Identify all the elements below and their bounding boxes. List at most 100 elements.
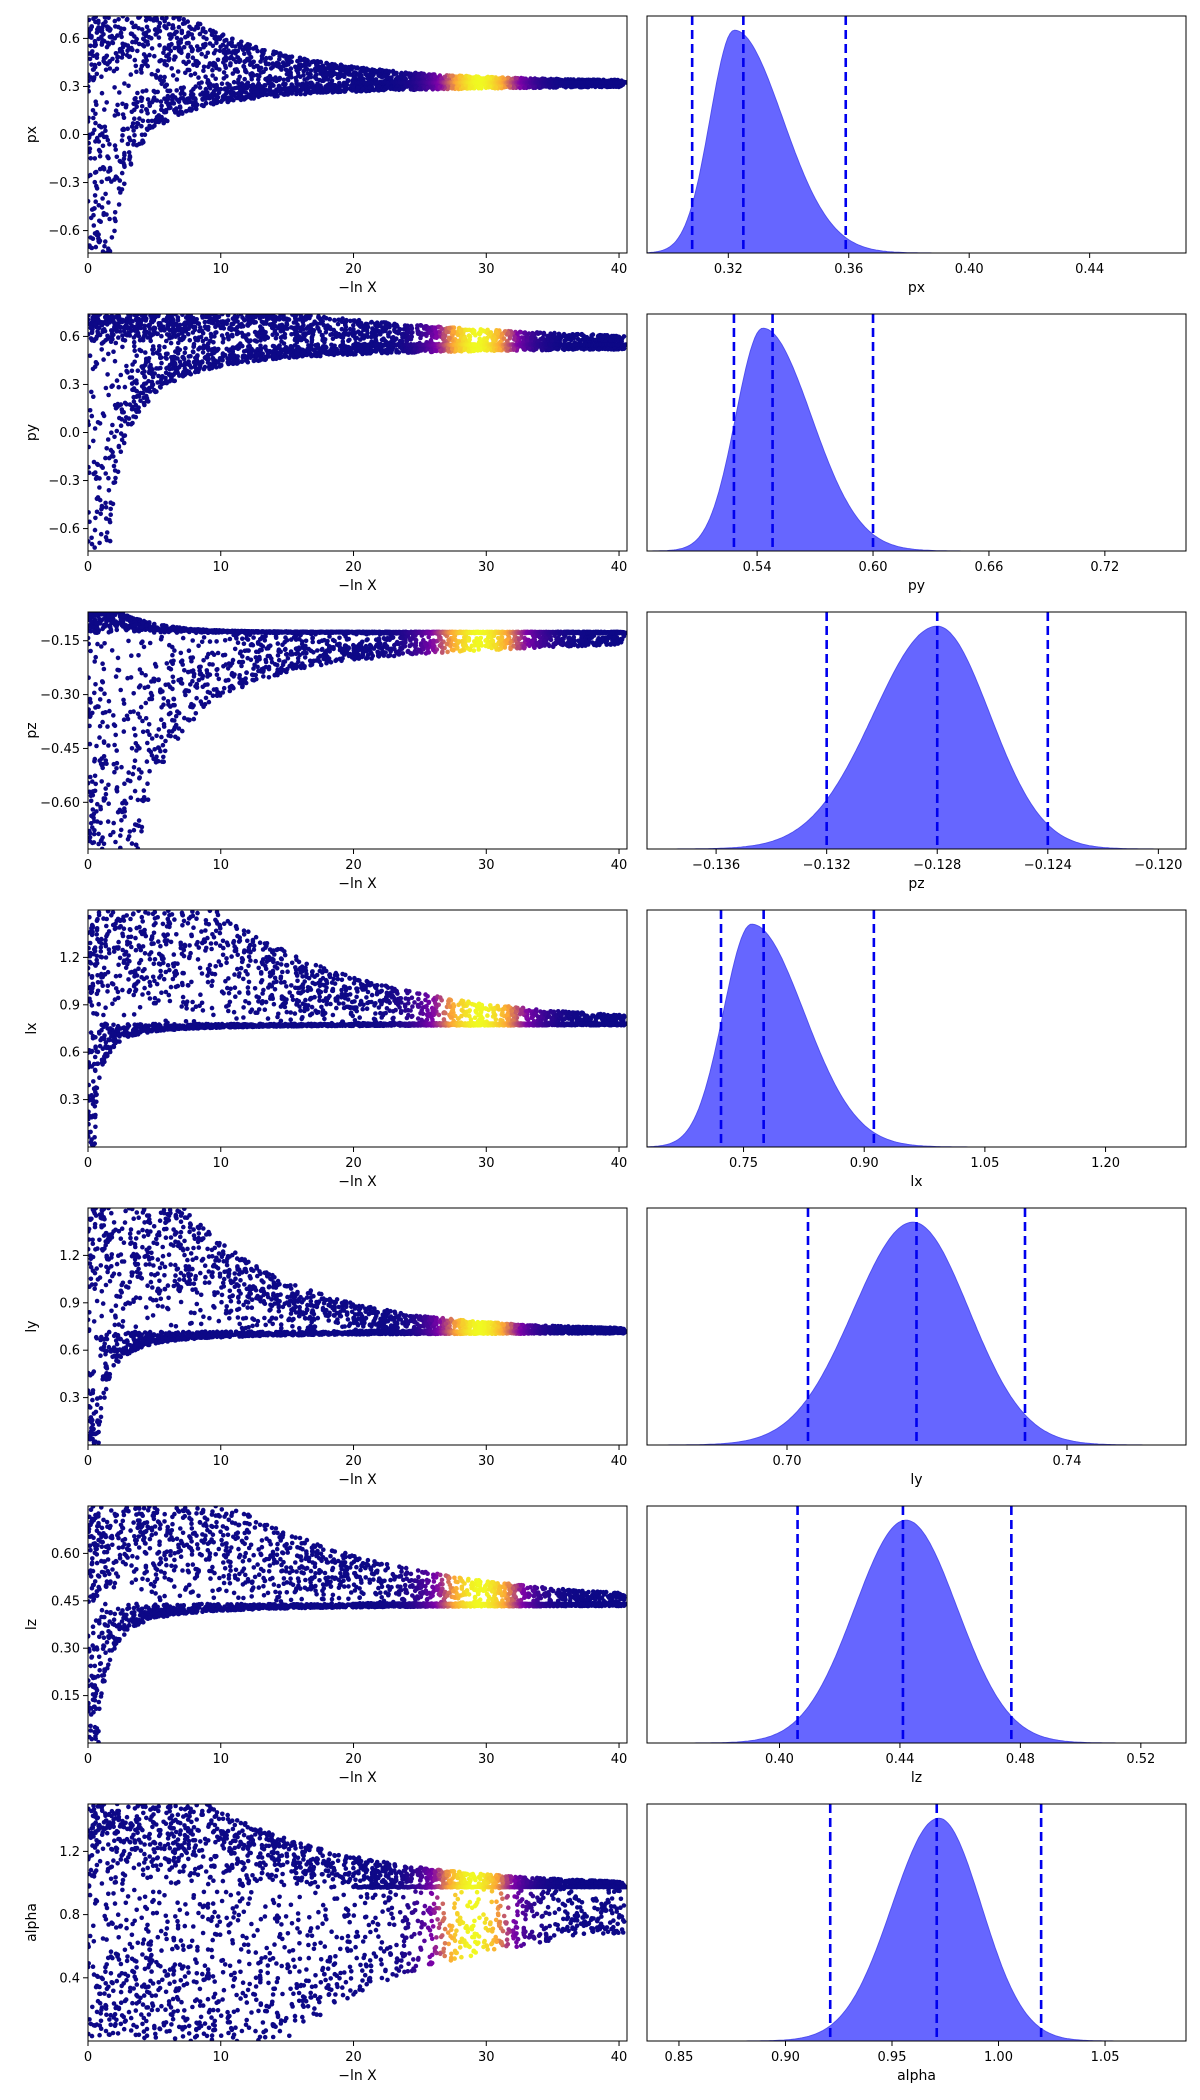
trace-point bbox=[229, 86, 234, 91]
trace-point bbox=[202, 364, 208, 370]
trace-point bbox=[103, 239, 108, 244]
trace-point bbox=[387, 330, 393, 335]
trace-point bbox=[144, 24, 150, 30]
trace-point bbox=[220, 42, 226, 48]
trace-point bbox=[108, 512, 113, 517]
trace-point bbox=[117, 178, 123, 183]
trace-point bbox=[97, 325, 102, 331]
trace-point bbox=[249, 351, 254, 357]
trace-point bbox=[99, 74, 104, 79]
trace-point bbox=[105, 137, 111, 143]
trace-point bbox=[101, 166, 107, 171]
trace-point bbox=[471, 328, 477, 334]
trace-point bbox=[311, 86, 316, 92]
trace-point bbox=[126, 150, 132, 155]
trace-point bbox=[155, 331, 160, 337]
trace-point bbox=[449, 73, 455, 79]
trace-point bbox=[120, 44, 126, 50]
trace-point bbox=[136, 26, 141, 31]
trace-point bbox=[103, 385, 109, 391]
trace-point bbox=[388, 86, 394, 92]
trace-point bbox=[168, 42, 174, 47]
trace-point bbox=[173, 327, 179, 333]
trace-point bbox=[131, 339, 137, 345]
trace-point bbox=[125, 43, 131, 48]
trace-point bbox=[179, 50, 184, 56]
trace-point bbox=[248, 84, 254, 89]
trace-point bbox=[182, 320, 188, 326]
trace-points bbox=[88, 16, 627, 253]
trace-point bbox=[175, 315, 181, 320]
trace-point bbox=[91, 115, 96, 121]
trace-panel-px: 0 10 20 30 40−ln X−0.6−0.30.00.30.6px bbox=[24, 15, 628, 296]
trace-point bbox=[377, 67, 383, 72]
trace-point bbox=[88, 119, 91, 124]
trace-point bbox=[157, 20, 163, 26]
trace-point bbox=[177, 359, 183, 365]
trace-point bbox=[152, 109, 157, 115]
trace-point bbox=[233, 68, 239, 74]
trace-point bbox=[174, 77, 180, 82]
trace-point bbox=[113, 108, 119, 113]
trace-point bbox=[597, 84, 602, 90]
trace-point bbox=[166, 21, 171, 27]
trace-point bbox=[88, 72, 91, 77]
trace-point bbox=[93, 99, 98, 104]
trace-point bbox=[112, 177, 117, 182]
trace-point bbox=[320, 73, 326, 78]
trace-point bbox=[116, 384, 121, 390]
trace-point bbox=[593, 337, 599, 343]
trace-point bbox=[88, 199, 91, 204]
trace-point bbox=[363, 88, 369, 94]
trace-point bbox=[130, 387, 135, 393]
trace-point bbox=[347, 337, 352, 343]
trace-point bbox=[303, 57, 308, 62]
trace-point bbox=[391, 69, 396, 75]
axes-frame bbox=[646, 15, 1187, 254]
trace-point bbox=[93, 360, 99, 365]
trace-point bbox=[589, 333, 594, 338]
trace-point bbox=[220, 314, 225, 317]
trace-point bbox=[186, 371, 192, 376]
trace-point bbox=[213, 30, 218, 35]
trace-point bbox=[619, 338, 624, 344]
trace-point bbox=[119, 138, 125, 143]
trace-point bbox=[134, 408, 139, 414]
trace-point bbox=[118, 190, 123, 195]
trace-point bbox=[122, 384, 128, 390]
trace-point bbox=[145, 111, 150, 116]
trace-point bbox=[273, 335, 279, 341]
trace-point bbox=[107, 66, 113, 71]
trace-point bbox=[351, 74, 357, 80]
trace-point bbox=[97, 132, 103, 138]
trace-point bbox=[292, 337, 298, 343]
trace-point bbox=[144, 88, 149, 93]
trace-point bbox=[237, 74, 242, 80]
trace-point bbox=[134, 353, 139, 359]
trace-point bbox=[106, 16, 111, 21]
trace-point bbox=[105, 437, 111, 442]
trace-point bbox=[177, 105, 183, 110]
trace-point bbox=[282, 85, 288, 91]
trace-point bbox=[140, 89, 145, 94]
trace-point bbox=[466, 349, 472, 354]
trace-point bbox=[205, 50, 211, 56]
trace-point bbox=[308, 68, 314, 73]
trace-point bbox=[124, 17, 130, 23]
trace-point bbox=[188, 44, 193, 50]
trace-point bbox=[156, 35, 162, 40]
trace-point bbox=[181, 17, 186, 22]
trace-point bbox=[561, 83, 566, 89]
trace-point bbox=[384, 68, 389, 74]
trace-point bbox=[118, 431, 124, 436]
trace-point bbox=[219, 333, 225, 338]
trace-point bbox=[147, 52, 152, 58]
trace-point bbox=[211, 98, 217, 103]
trace-point bbox=[100, 249, 106, 253]
trace-point bbox=[197, 31, 203, 37]
trace-point bbox=[139, 108, 144, 114]
trace-point bbox=[266, 91, 272, 96]
trace-point bbox=[96, 203, 102, 208]
trace-point bbox=[118, 31, 124, 36]
trace-point bbox=[156, 116, 162, 121]
